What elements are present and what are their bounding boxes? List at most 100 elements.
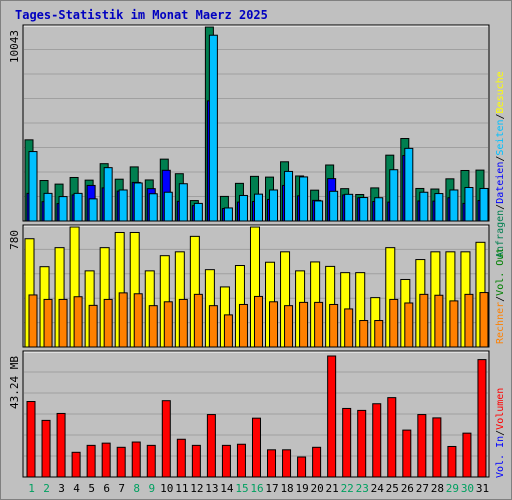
- bar-seiten-day-18: [284, 170, 294, 222]
- bar-rechner-day-3: [58, 298, 68, 348]
- x-tick-day-29: 29: [446, 482, 459, 495]
- bar-volumen-day-16: [251, 417, 261, 478]
- x-tick-day-10: 10: [160, 482, 173, 495]
- chart-title: Tages-Statistik im Monat Maerz 2025: [15, 8, 268, 22]
- x-tick-day-9: 9: [148, 482, 155, 495]
- legend-vol-in: Vol. In: [495, 436, 506, 478]
- legend-rechner: Rechner: [495, 302, 506, 344]
- bar-seiten-day-26: [404, 147, 414, 222]
- y-max-label-requests: 10043: [8, 30, 21, 63]
- bar-volumen-day-14: [221, 444, 231, 478]
- bar-rechner-day-20: [314, 301, 324, 348]
- bar-seiten-day-16: [253, 193, 263, 222]
- x-tick-day-20: 20: [311, 482, 324, 495]
- bar-rechner-day-18: [284, 305, 294, 348]
- bar-seiten-day-1: [28, 151, 38, 222]
- bar-rechner-day-16: [253, 295, 263, 348]
- bar-volumen-day-23: [357, 409, 367, 478]
- bar-seiten-day-7: [118, 189, 128, 222]
- bar-rechner-day-25: [389, 298, 399, 348]
- bar-rechner-day-31: [479, 292, 489, 348]
- bar-volumen-day-11: [176, 438, 186, 478]
- x-tick-day-28: 28: [431, 482, 444, 495]
- bar-seiten-day-6: [103, 167, 113, 222]
- bar-seiten-day-20: [314, 200, 324, 222]
- bar-rechner-day-30: [464, 293, 474, 348]
- bar-rechner-day-29: [449, 300, 459, 348]
- x-tick-day-31: 31: [476, 482, 489, 495]
- bar-rechner-day-26: [404, 302, 414, 348]
- right-legend-middle: Rechner/Vol. Out: [495, 248, 506, 344]
- bar-volumen-day-5: [86, 444, 96, 478]
- bar-volumen-day-20: [312, 446, 322, 478]
- bar-volumen-day-15: [236, 443, 246, 478]
- legend-separator: /: [495, 113, 506, 119]
- legend-separator: /: [495, 296, 506, 302]
- bar-seiten-day-28: [434, 193, 444, 222]
- x-tick-day-27: 27: [416, 482, 429, 495]
- x-tick-day-4: 4: [73, 482, 80, 495]
- x-tick-day-19: 19: [295, 482, 308, 495]
- bar-volumen-day-24: [372, 403, 382, 478]
- x-tick-day-25: 25: [386, 482, 399, 495]
- bar-volumen-day-10: [161, 400, 171, 478]
- bar-rechner-day-15: [238, 303, 248, 348]
- bar-volumen-day-13: [206, 414, 216, 478]
- x-tick-day-26: 26: [401, 482, 414, 495]
- bar-seiten-day-2: [43, 192, 53, 222]
- bar-rechner-day-8: [133, 293, 143, 348]
- right-legend-top: Anfragen/Dateien/Seiten/Besuche: [495, 71, 506, 258]
- bar-seiten-day-30: [464, 187, 474, 222]
- x-tick-day-21: 21: [326, 482, 339, 495]
- bar-volumen-day-30: [462, 432, 472, 478]
- bar-volumen-day-8: [131, 441, 141, 478]
- bar-volumen-day-19: [297, 456, 307, 478]
- x-tick-day-7: 7: [118, 482, 125, 495]
- bar-volumen-day-27: [417, 414, 427, 478]
- bar-volumen-day-29: [447, 445, 457, 478]
- bar-seiten-day-15: [238, 194, 248, 222]
- bar-volumen-day-7: [116, 446, 126, 478]
- x-tick-day-18: 18: [280, 482, 293, 495]
- legend-separator: /: [495, 204, 506, 210]
- legend-anfragen: Anfragen: [495, 210, 506, 258]
- legend-vol-out: Vol. Out: [495, 248, 506, 296]
- bar-seiten-day-19: [299, 176, 309, 222]
- x-tick-day-3: 3: [58, 482, 65, 495]
- bar-seiten-day-17: [269, 189, 279, 222]
- x-tick-day-23: 23: [356, 482, 369, 495]
- bar-volumen-day-25: [387, 397, 397, 478]
- legend-seiten: Seiten: [495, 119, 506, 155]
- x-tick-day-17: 17: [265, 482, 278, 495]
- bar-seiten-day-5: [88, 198, 98, 222]
- bar-seiten-day-12: [193, 202, 203, 222]
- bar-rechner-day-27: [419, 293, 429, 348]
- bar-rechner-day-21: [329, 303, 339, 348]
- legend-volumen: Volumen: [495, 388, 506, 430]
- bar-seiten-day-21: [329, 190, 339, 222]
- bar-rechner-day-10: [163, 301, 173, 348]
- bar-volumen-day-3: [56, 412, 66, 478]
- x-tick-day-11: 11: [175, 482, 188, 495]
- bar-volumen-day-26: [402, 429, 412, 478]
- bar-volumen-day-22: [342, 407, 352, 478]
- x-tick-day-30: 30: [461, 482, 474, 495]
- bar-rechner-day-4: [73, 296, 83, 348]
- legend-separator: /: [495, 156, 506, 162]
- bar-rechner-day-1: [28, 294, 38, 348]
- bar-volumen-day-2: [41, 419, 51, 478]
- bar-rechner-day-13: [208, 305, 218, 348]
- bar-volumen-day-18: [282, 449, 292, 478]
- bar-seiten-day-3: [58, 196, 68, 222]
- bar-volumen-day-21: [327, 355, 337, 478]
- bar-rechner-day-23: [359, 320, 369, 348]
- bar-rechner-day-14: [223, 314, 233, 348]
- x-tick-day-13: 13: [205, 482, 218, 495]
- bar-rechner-day-19: [299, 301, 309, 348]
- bar-seiten-day-14: [223, 207, 233, 222]
- bar-seiten-day-29: [449, 189, 459, 222]
- y-max-label-volume: 43.24 MB: [8, 356, 21, 409]
- bar-seiten-day-24: [374, 197, 384, 222]
- bar-volumen-day-31: [477, 359, 487, 478]
